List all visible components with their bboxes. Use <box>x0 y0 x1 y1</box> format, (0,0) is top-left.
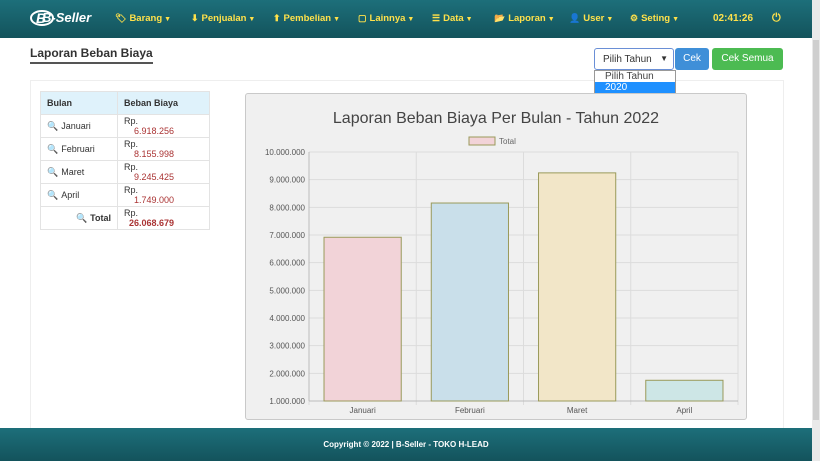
legend-label: Total <box>499 137 516 146</box>
x-tick-label: Januari <box>350 406 376 415</box>
search-icon[interactable]: 🔍 <box>47 143 59 154</box>
search-icon[interactable]: 🔍 <box>47 166 59 177</box>
bar-april <box>645 379 724 402</box>
nav-barang[interactable]: 🏷 Barang ▼ <box>115 13 172 24</box>
nav-data[interactable]: ☰ Data ▼ <box>432 13 473 24</box>
y-tick-label: 2.000.000 <box>269 369 305 378</box>
table-row: 🔍 April Rp.1.749.000 <box>40 183 210 207</box>
caret-down-icon: ▼ <box>407 16 415 23</box>
arrow-up-icon: ⬆ <box>273 13 281 23</box>
nav-lainnya[interactable]: ▢ Lainnya ▼ <box>358 13 415 24</box>
caret-down-icon: ▼ <box>672 16 680 23</box>
table-row: 🔍 Februari Rp.8.155.998 <box>40 137 210 161</box>
svg-text:B: B <box>36 10 46 26</box>
expense-table: Bulan Beban Biaya 🔍 Januari Rp.6.918.256 … <box>40 91 210 230</box>
month-cell[interactable]: 🔍 Maret <box>40 160 118 184</box>
y-tick-label: 7.000.000 <box>269 231 305 240</box>
y-tick-label: 8.000.000 <box>269 203 305 212</box>
user-icon: 👤 <box>569 13 581 23</box>
gear-icon: ⚙ <box>630 13 639 23</box>
header-bulan: Bulan <box>40 91 118 115</box>
month-cell[interactable]: 🔍 Februari <box>40 137 118 161</box>
y-tick-label: 6.000.000 <box>269 259 305 268</box>
nav-pembelian[interactable]: ⬆ Pembelian ▼ <box>273 13 341 24</box>
square-icon: ▢ <box>358 13 367 23</box>
caret-down-icon: ▼ <box>465 16 473 23</box>
table-header-row: Bulan Beban Biaya <box>40 91 210 115</box>
top-navbar: B B-Seller 🏷 Barang ▼ ⬇ Penjualan ▼ ⬆ Pembeli… <box>0 0 812 38</box>
bar-maret <box>538 172 617 402</box>
value-cell: Rp.1.749.000 <box>117 183 210 207</box>
y-tick-label: 3.000.000 <box>269 342 305 351</box>
arrow-down-icon: ⬇ <box>191 13 199 23</box>
x-tick-label: April <box>676 406 692 415</box>
total-label-cell[interactable]: 🔍 Total <box>40 206 118 230</box>
tag-icon: 🏷 <box>115 13 127 23</box>
page-title: Laporan Beban Biaya <box>30 46 153 64</box>
year-option[interactable]: Pilih Tahun <box>605 71 654 82</box>
value-cell: Rp.6.918.256 <box>117 114 210 138</box>
scrollbar-thumb[interactable] <box>813 40 819 420</box>
month-cell[interactable]: 🔍 Januari <box>40 114 118 138</box>
list-icon: ☰ <box>432 13 441 23</box>
search-icon[interactable]: 🔍 <box>47 189 59 200</box>
cek-button[interactable]: Cek <box>675 48 709 70</box>
year-option[interactable]: 2020 <box>595 82 675 93</box>
nav-seting[interactable]: ⚙ Seting ▼ <box>630 13 680 24</box>
year-select[interactable]: Pilih Tahun ▼ <box>594 48 674 70</box>
y-tick-label: 5.000.000 <box>269 286 305 295</box>
chevron-down-icon: ▼ <box>660 54 668 63</box>
caret-down-icon: ▼ <box>606 16 614 23</box>
caret-down-icon: ▼ <box>248 16 256 23</box>
chart-title: Laporan Beban Biaya Per Bulan - Tahun 20… <box>333 110 659 127</box>
nav-penjualan[interactable]: ⬇ Penjualan ▼ <box>191 13 256 24</box>
value-cell: Rp.9.245.425 <box>117 160 210 184</box>
table-row: 🔍 Januari Rp.6.918.256 <box>40 114 210 138</box>
caret-down-icon: ▼ <box>333 16 341 23</box>
bar-februari <box>430 202 509 402</box>
y-tick-label: 4.000.000 <box>269 314 305 323</box>
search-icon[interactable]: 🔍 <box>47 120 59 131</box>
caret-down-icon: ▼ <box>164 16 172 23</box>
value-cell: Rp.8.155.998 <box>117 137 210 161</box>
y-tick-label: 9.000.000 <box>269 176 305 185</box>
search-icon[interactable]: 🔍 <box>75 212 88 223</box>
nav-laporan[interactable]: 📂 Laporan ▼ <box>494 13 555 24</box>
table-total-row: 🔍 Total Rp.26.068.679 <box>40 206 210 230</box>
y-tick-label: 1.000.000 <box>269 397 305 406</box>
footer: Copyright © 2022 | B-Seller - TOKO H-LEA… <box>0 428 812 461</box>
folder-icon: 📂 <box>494 13 506 23</box>
month-cell[interactable]: 🔍 April <box>40 183 118 207</box>
header-beban-biaya: Beban Biaya <box>117 91 210 115</box>
brand-logo[interactable]: B <box>30 8 96 28</box>
report-panel <box>30 80 784 429</box>
x-tick-label: Februari <box>455 406 485 415</box>
legend-swatch <box>468 136 496 146</box>
nav-user[interactable]: 👤 User ▼ <box>569 13 614 24</box>
bar-januari <box>323 236 402 402</box>
caret-down-icon: ▼ <box>547 16 555 23</box>
scrollbar[interactable] <box>812 0 820 461</box>
bar-chart: Laporan Beban Biaya Per Bulan - Tahun 20… <box>265 110 739 415</box>
power-icon[interactable]: ⏻ <box>772 12 781 24</box>
x-tick-label: Maret <box>567 406 588 415</box>
clock: 02:41:26 <box>713 13 754 24</box>
y-tick-label: 10.000.000 <box>265 148 306 157</box>
table-row: 🔍 Maret Rp.9.245.425 <box>40 160 210 184</box>
cek-semua-button[interactable]: Cek Semua <box>712 48 783 70</box>
chart-container: Laporan Beban Biaya Per Bulan - Tahun 20… <box>245 93 747 420</box>
total-value-cell: Rp.26.068.679 <box>117 206 210 230</box>
brand-name[interactable]: B-Seller <box>42 10 92 25</box>
